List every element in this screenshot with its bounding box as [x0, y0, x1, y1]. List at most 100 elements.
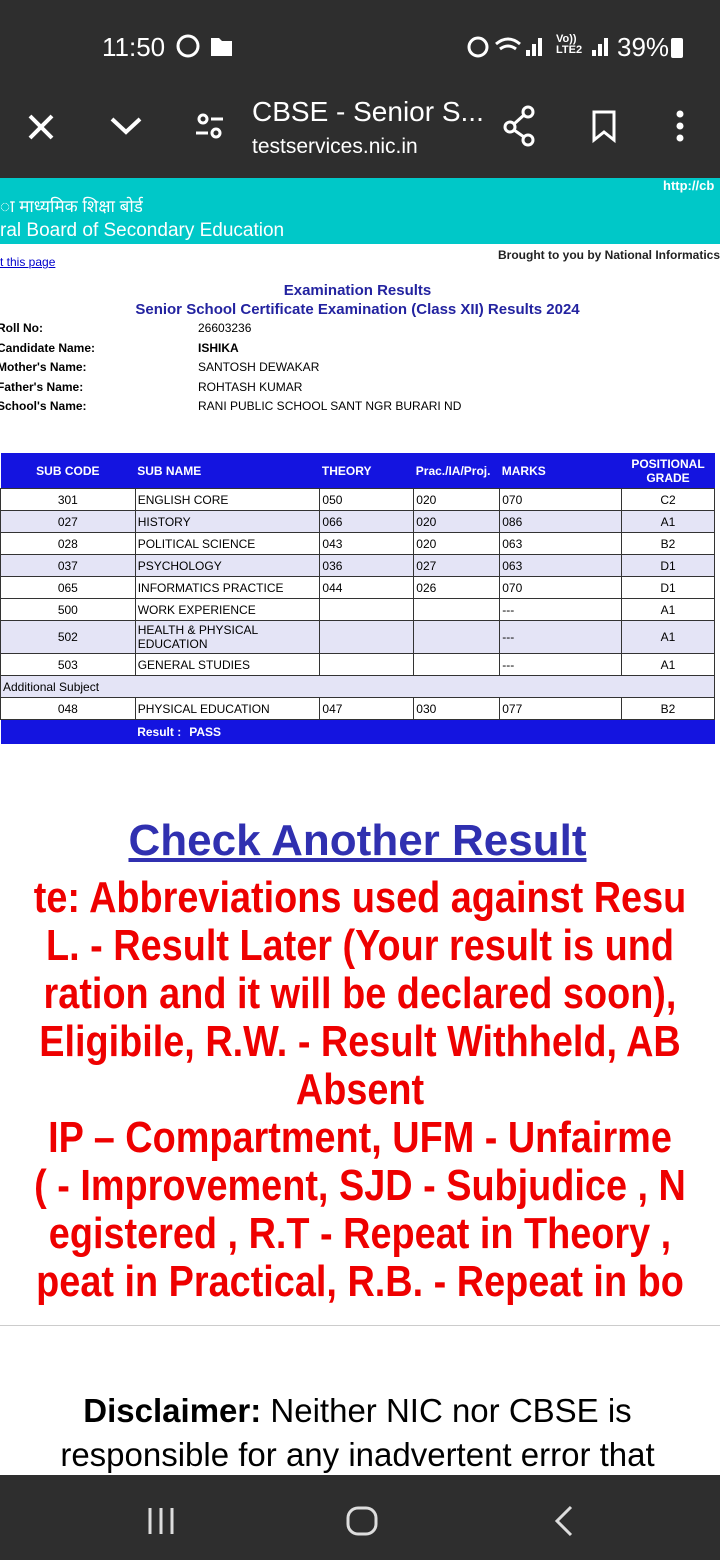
candidate-label: Roll No: — [0, 321, 43, 335]
note-line: peat in Practical, R.B. - Repeat in bo — [36, 1257, 684, 1306]
cell — [319, 653, 415, 676]
close-button[interactable] — [28, 114, 54, 140]
subject-row: 027 HISTORY 066 020 086 A1 — [0, 510, 715, 533]
cell: 028 — [0, 532, 136, 555]
header-row: SUB CODE SUB NAME THEORY Prac./IA/Proj. MARK… — [0, 453, 715, 489]
note-line: Absent — [295, 1065, 425, 1114]
page-url[interactable]: testservices.nic.in — [252, 135, 418, 158]
subject-row: 503 GENERAL STUDIES --- A1 — [0, 653, 715, 676]
cell: 026 — [413, 576, 501, 599]
cell: A1 — [621, 598, 715, 621]
nav-icons — [148, 1505, 573, 1537]
cell: 043 — [319, 532, 415, 555]
back-button[interactable] — [554, 1505, 573, 1537]
header-cell: SUB NAME — [135, 453, 320, 489]
note-line: ( - Improvement, SJD - Subjudice , N — [34, 1161, 686, 1210]
network-label: Vo)) LTE2 — [556, 33, 583, 56]
candidate-label: School's Name: — [0, 399, 87, 413]
results-subtitle: Senior School Certificate Examination (C… — [135, 301, 580, 318]
cell — [413, 653, 501, 676]
note-line: ration and it will be declared soon), — [43, 969, 677, 1018]
additional-row: Additional Subject — [0, 675, 715, 698]
cell: 500 — [0, 598, 136, 621]
header-cell: SUB CODE — [0, 453, 136, 489]
cell: D1 — [621, 554, 715, 577]
cell: WORK EXPERIENCE — [134, 598, 321, 621]
check-another-link[interactable]: Check Another Result — [128, 816, 587, 865]
result-label: Result : — [137, 725, 182, 739]
result-cell: Result : PASS — [135, 719, 715, 744]
subject-row: 028 POLITICAL SCIENCE 043 020 063 B2 — [0, 532, 715, 555]
cell: HEALTH & PHYSICAL EDUCATION — [134, 620, 321, 654]
cell: 503 — [0, 653, 136, 676]
cell: 502 — [0, 620, 136, 654]
cell: 301 — [0, 488, 136, 511]
subject-row: 048 PHYSICAL EDUCATION 047 030 077 B2 — [0, 697, 715, 720]
page-link[interactable]: t this page — [0, 255, 56, 269]
cell: --- — [499, 598, 623, 621]
cell — [413, 598, 501, 621]
cell: 030 — [413, 697, 501, 720]
cell: 020 — [413, 488, 501, 511]
bookmark-button[interactable] — [592, 110, 616, 144]
cell: --- — [499, 620, 623, 654]
divider — [0, 1325, 720, 1326]
cell: 027 — [0, 510, 136, 533]
cell: 070 — [499, 576, 623, 599]
home-button[interactable] — [346, 1506, 378, 1536]
cell: PHYSICAL EDUCATION — [134, 697, 321, 720]
cell: 070 — [499, 488, 623, 511]
battery-level: 39% — [617, 32, 670, 62]
clock: 11:50 — [102, 32, 166, 62]
page-title: CBSE - Senior S... — [252, 96, 484, 127]
candidate-value: 26603236 — [198, 321, 252, 335]
cell: A1 — [621, 653, 715, 676]
subject-row: 037 PSYCHOLOGY 036 027 063 D1 — [0, 554, 715, 577]
note-line: Eligibile, R.W. - Result Withheld, AB — [39, 1017, 681, 1066]
cell: 036 — [319, 554, 415, 577]
signal-icon — [592, 38, 608, 56]
header-cell: Prac./IA/Proj. — [413, 453, 500, 489]
cell: GENERAL STUDIES — [134, 653, 321, 676]
site-settings[interactable] — [196, 113, 223, 139]
cell: 044 — [319, 576, 415, 599]
cell: 037 — [0, 554, 136, 577]
nav-bar — [0, 1475, 720, 1560]
hindi-title: ा माध्यमिक शिक्षा बोर्ड — [0, 197, 143, 216]
cell: 020 — [413, 510, 501, 533]
recents-button[interactable] — [148, 1508, 174, 1534]
cell: 048 — [0, 697, 136, 720]
candidate-label: Father's Name: — [0, 379, 84, 394]
english-title: ral Board of Secondary Education — [0, 220, 285, 241]
cell: 063 — [499, 532, 623, 555]
top-bar: 11:50 Vo)) LTE2 39% CBSE - Senior S... t… — [0, 0, 720, 178]
subject-row: 065 INFORMATICS PRACTICE 044 026 070 D1 — [0, 576, 715, 599]
candidate-value: SANTOSH DEWAKAR — [198, 360, 320, 374]
cell: D1 — [621, 576, 715, 599]
candidate-label: Mother's Name: — [0, 360, 87, 374]
cell: POLITICAL SCIENCE — [134, 532, 321, 555]
battery-icon — [671, 38, 683, 58]
cell: 066 — [319, 510, 415, 533]
note-line: egistered , R.T - Repeat in Theory , — [48, 1209, 672, 1258]
cell: A1 — [621, 620, 715, 654]
note-line: IP – Compartment, UFM - Unfairme — [48, 1113, 672, 1162]
cell: 063 — [499, 554, 623, 577]
candidate-value: ROHTASH KUMAR — [198, 379, 303, 394]
cell: PSYCHOLOGY — [134, 554, 321, 577]
collapse-button[interactable] — [110, 117, 142, 135]
menu-button[interactable] — [676, 110, 684, 142]
cell: A1 — [621, 510, 715, 533]
cell: C2 — [621, 488, 715, 511]
disclaimer: Disclaimer: Neither NIC nor CBSE is — [0, 1392, 715, 1430]
site-link[interactable]: http://cb — [663, 178, 715, 193]
cell: 050 — [319, 488, 415, 511]
marks-table: SUB CODE SUB NAME THEORY Prac./IA/Proj. MARK… — [0, 453, 715, 744]
cell: HISTORY — [134, 510, 321, 533]
result-row: Result : PASS — [0, 719, 715, 744]
cell: 020 — [413, 532, 501, 555]
subject-row: 301 ENGLISH CORE 050 020 070 C2 — [0, 488, 715, 511]
share-button[interactable] — [503, 105, 535, 147]
results-title: Examination Results — [283, 282, 432, 299]
